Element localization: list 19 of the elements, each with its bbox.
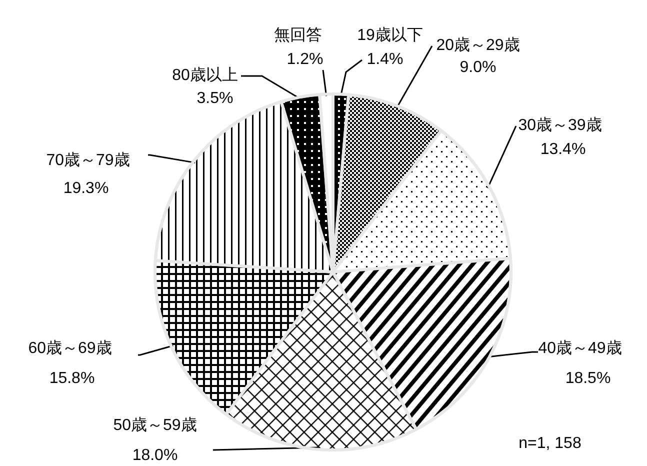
slice-label: 70歳～79歳 bbox=[46, 151, 130, 169]
text: n=1, 158 bbox=[518, 435, 582, 452]
slice-label: 19歳以下 bbox=[357, 26, 423, 44]
slice-label: 40歳～49歳 bbox=[538, 339, 622, 357]
data-label: 3.5% bbox=[196, 90, 234, 107]
slice-label: 60歳～69歳 bbox=[28, 339, 112, 357]
slice-label: 80歳以上 bbox=[172, 66, 238, 84]
slice-label: 20歳～29歳 bbox=[436, 36, 520, 54]
data-label: 13.4% bbox=[540, 141, 586, 158]
slice-label: 無回答 bbox=[274, 27, 322, 44]
slice-label: 50歳～59歳 bbox=[113, 416, 197, 434]
data-label: 18.5% bbox=[565, 370, 611, 387]
data-label: 1.2% bbox=[286, 51, 324, 68]
data-label: 9.0% bbox=[460, 59, 496, 76]
data-label: 1.4% bbox=[366, 51, 404, 68]
slice-label: 30歳～39歳 bbox=[518, 116, 602, 134]
data-label: 19.3% bbox=[63, 180, 109, 197]
data-label: 15.8% bbox=[49, 370, 95, 387]
data-label: 18.0% bbox=[132, 447, 178, 464]
